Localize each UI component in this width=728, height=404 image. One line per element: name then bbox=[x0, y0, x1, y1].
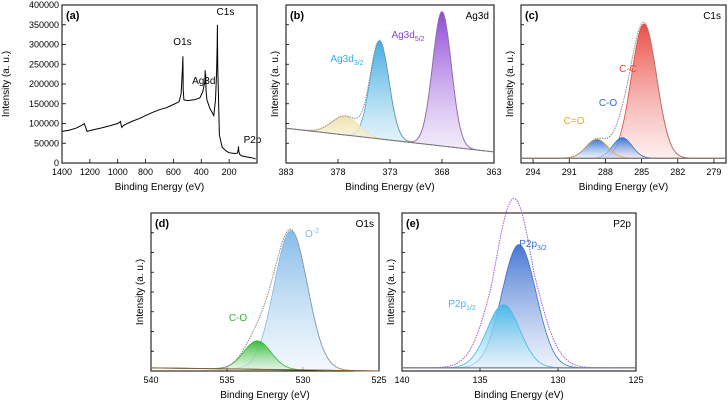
panel-label: (d) bbox=[155, 218, 169, 230]
x-axis-title: Binding Energy (eV) bbox=[115, 182, 205, 193]
panel-label: (a) bbox=[66, 10, 80, 22]
y-tick-label: 100000 bbox=[29, 119, 59, 129]
x-axis-title: Binding Energy (eV) bbox=[474, 390, 564, 401]
x-axis-title: Binding Energy (eV) bbox=[579, 182, 669, 193]
panel-title: P2p bbox=[613, 219, 631, 230]
y-axis-title: Intensity (a. u.) bbox=[270, 51, 281, 117]
x-tick-label: 368 bbox=[434, 167, 449, 177]
x-tick-label: 540 bbox=[143, 375, 158, 385]
y-tick-label: 200000 bbox=[29, 79, 59, 89]
peak-area-ag3d3-2 bbox=[285, 40, 495, 153]
x-tick-label: 125 bbox=[628, 375, 643, 385]
peak-annotation: C1s bbox=[217, 7, 235, 18]
x-tick-label: 525 bbox=[371, 375, 386, 385]
panel-title: Ag3d bbox=[466, 11, 489, 22]
panel-label: (e) bbox=[406, 218, 420, 230]
y-tick-label: 300000 bbox=[29, 40, 59, 50]
peak-area-c-o bbox=[521, 137, 726, 159]
x-tick-label: 800 bbox=[138, 167, 153, 177]
x-tick-label: 363 bbox=[486, 167, 501, 177]
y-axis-title: Intensity (a. u.) bbox=[386, 259, 397, 325]
panel-title: C1s bbox=[703, 11, 721, 22]
peak-area-c-o bbox=[150, 340, 379, 372]
x-axis-title: Binding Energy (eV) bbox=[220, 390, 310, 401]
x-tick-label: 373 bbox=[382, 167, 397, 177]
x-tick-label: 383 bbox=[278, 167, 293, 177]
survey-spectrum-line bbox=[61, 24, 256, 160]
x-tick-label: 140 bbox=[394, 375, 409, 385]
x-tick-label: 530 bbox=[295, 375, 310, 385]
x-tick-label: 1000 bbox=[108, 167, 128, 177]
plot-frame bbox=[61, 4, 258, 164]
panel-a: 1400 1200 1000 800 600 400 200 0 50000 100000 1500… bbox=[1, 0, 262, 193]
peak-label-c-c: C-C bbox=[619, 64, 637, 75]
x-tick-label: 279 bbox=[706, 167, 721, 177]
peak-label-ag3d5-2: Ag3d5/2 bbox=[391, 30, 424, 43]
x-tick-label: 294 bbox=[526, 167, 541, 177]
y-tick-label: 50000 bbox=[34, 138, 59, 148]
y-axis-title: Intensity (a. u.) bbox=[135, 259, 146, 325]
y-tick-label: 250000 bbox=[29, 59, 59, 69]
x-tick-label: 200 bbox=[222, 167, 237, 177]
peak-annotation: Ag3d bbox=[192, 76, 215, 87]
peak-label-c-o: C-O bbox=[229, 313, 248, 324]
y-axis-title: Intensity (a. u.) bbox=[505, 51, 516, 117]
x-tick-label: 1400 bbox=[52, 167, 72, 177]
x-tick-label: 535 bbox=[219, 375, 234, 385]
panel-label: (b) bbox=[290, 10, 304, 22]
x-axis-title: Binding Energy (eV) bbox=[345, 182, 435, 193]
y-tick-label: 0 bbox=[54, 158, 59, 168]
peak-annotation: O1s bbox=[173, 37, 191, 48]
panel-title: O1s bbox=[356, 219, 374, 230]
baseline-line bbox=[150, 367, 380, 372]
panel-b: 383 378 373 368 363 Binding Energy (eV) Intens… bbox=[270, 4, 502, 193]
y-axis-title: Intensity (a. u.) bbox=[1, 51, 12, 117]
x-tick-label: 291 bbox=[562, 167, 577, 177]
panel-label: (c) bbox=[525, 10, 539, 22]
x-tick-label: 378 bbox=[330, 167, 345, 177]
peak-annotation: P2p bbox=[244, 135, 262, 146]
y-tick-label: 400000 bbox=[29, 0, 59, 10]
peak-label-o-2: O-2 bbox=[305, 228, 319, 240]
panel-d: 540 535 530 525 Binding Energy (eV) Intensity… bbox=[135, 212, 387, 401]
x-tick-label: 1200 bbox=[80, 167, 100, 177]
y-tick-label: 350000 bbox=[29, 20, 59, 30]
y-tick-label: 150000 bbox=[29, 99, 59, 109]
panel-e: 140 135 130 125 Binding Energy (eV) Intensity… bbox=[386, 197, 644, 401]
x-tick-label: 135 bbox=[472, 375, 487, 385]
peak-label-c-o: C-O bbox=[599, 98, 618, 109]
peak-label-p2p3-2: P2p3/2 bbox=[519, 239, 547, 252]
fit-envelope-line bbox=[285, 11, 495, 153]
panel-c: 294 291 288 285 282 279 Binding Energy (eV) Int… bbox=[505, 4, 727, 193]
x-tick-label: 130 bbox=[550, 375, 565, 385]
peak-label-p2p1-2: P2p1/2 bbox=[448, 299, 476, 312]
x-tick-label: 288 bbox=[598, 167, 613, 177]
peak-label-ag3d3-2: Ag3d3/2 bbox=[330, 54, 363, 67]
x-tick-label: 282 bbox=[670, 167, 685, 177]
baseline-line bbox=[285, 127, 495, 153]
peak-label-c-o: C=O bbox=[564, 116, 585, 127]
x-tick-label: 400 bbox=[194, 167, 209, 177]
x-tick-label: 285 bbox=[634, 167, 649, 177]
x-tick-label: 600 bbox=[166, 167, 181, 177]
